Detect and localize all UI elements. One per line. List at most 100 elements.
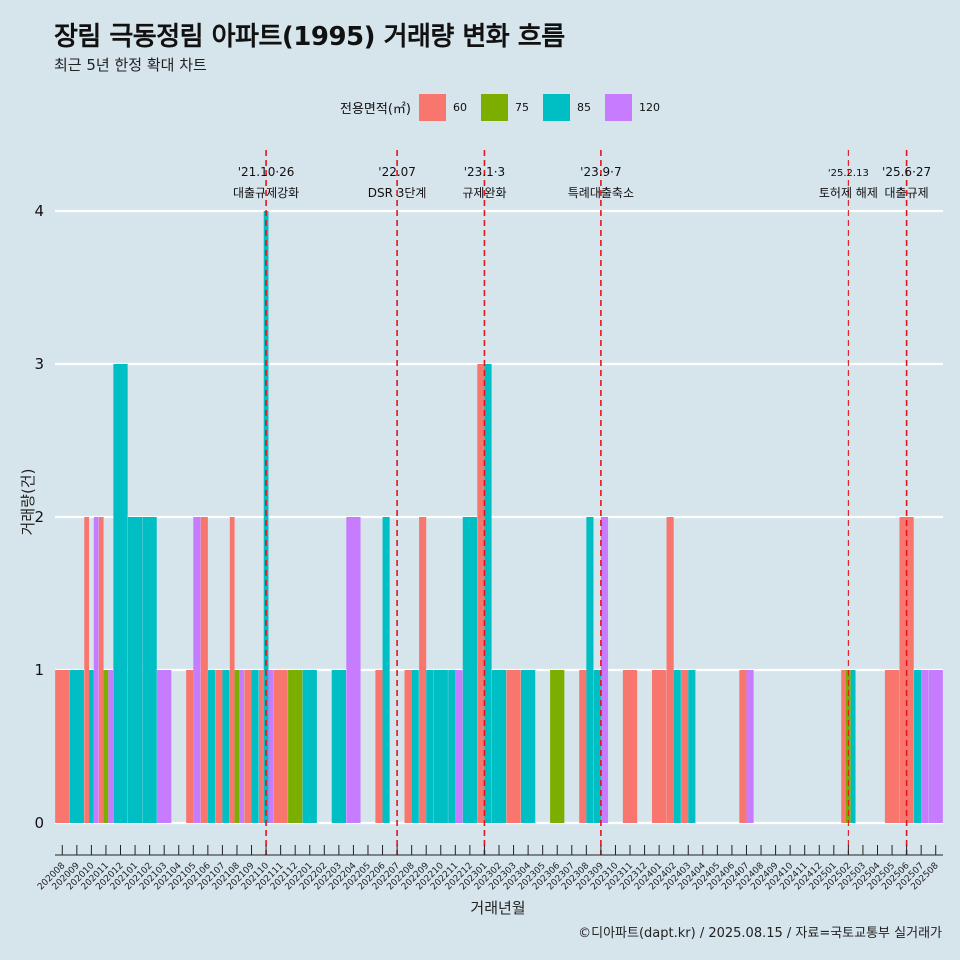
bar-202011-120: [108, 670, 114, 823]
legend-item-75: 75: [480, 93, 539, 121]
bar-202011-60: [98, 517, 104, 823]
bar-202106-60: [200, 517, 208, 823]
bar-202208-85: [411, 670, 419, 823]
bar-202507-120: [921, 670, 929, 823]
bar-202105-60: [186, 670, 194, 823]
bar-202311-60: [622, 670, 638, 823]
bars: [55, 211, 943, 823]
legend-swatch-120: [604, 93, 632, 121]
bar-202108-60: [229, 517, 235, 823]
bar-202109-60: [244, 670, 252, 823]
bar-202110-120: [268, 670, 274, 823]
bar-202008-60: [55, 670, 70, 823]
legend-label-60: 60: [452, 100, 467, 114]
bar-202101-85: [127, 517, 143, 823]
annotation-label-202207: DSR 3단계: [368, 186, 427, 200]
bar-202309-120: [600, 517, 609, 823]
bar-202012-85: [113, 364, 128, 823]
bar-202201-85: [302, 670, 317, 823]
bar-202303-60: [506, 670, 521, 823]
bar-202010-120: [93, 517, 99, 823]
bar-202203-85: [331, 670, 347, 823]
bar-202402-60: [666, 517, 674, 823]
y-tick-label: 1: [34, 661, 44, 679]
legend-item-85: 85: [542, 93, 601, 121]
bar-202206-60: [375, 670, 383, 823]
bar-202010-85: [89, 670, 94, 823]
bar-202010-60: [84, 517, 90, 823]
bar-202502-85: [850, 670, 856, 823]
annotation-label-202309: 특례대출축소: [568, 186, 634, 200]
bar-202103-120: [157, 670, 172, 823]
bar-202211-85: [448, 670, 456, 823]
annotation-date-202301: '23.1·3: [464, 165, 505, 179]
legend-label-85: 85: [576, 100, 591, 114]
legend-title: 전용면적(㎡): [340, 101, 411, 117]
legend-label-120: 120: [638, 100, 660, 114]
bar-202206-85: [382, 517, 390, 823]
bar-202209-85: [426, 670, 434, 823]
bar-202403-85: [688, 670, 696, 823]
legend: 전용면적(㎡) 60 75 85 120: [340, 93, 668, 121]
annotation-label-202506: 대출규제: [885, 186, 929, 200]
legend-swatch-75: [480, 93, 508, 121]
annotation-label-202301: 규제완화: [462, 186, 506, 200]
bar-202011-75: [103, 670, 109, 823]
x-axis-title: 거래년월: [470, 899, 525, 917]
annotation-date-202207: '22.07: [378, 165, 416, 179]
bar-202502-60: [841, 670, 846, 823]
chart-title: 장림 극동정림 아파트(1995) 거래량 변화 흐름: [54, 22, 565, 52]
bar-202401-60: [651, 670, 667, 823]
bar-202108-120: [239, 670, 245, 823]
bar-202112-75: [288, 670, 303, 823]
bar-202111-60: [273, 670, 288, 823]
bar-202505-60: [884, 670, 900, 823]
bar-202102-85: [142, 517, 157, 823]
bar-202107-85: [222, 670, 230, 823]
x-axis: 2020082020092020102020112020122021012021…: [36, 845, 943, 892]
y-axis-ticks: 0 1 2 3 4: [34, 202, 44, 832]
bar-202308-60: [579, 670, 587, 823]
bar-202209-60: [419, 517, 427, 823]
annotation-date-202309: '23.9·7: [580, 165, 621, 179]
legend-item-60: 60: [418, 93, 477, 121]
bar-202301-60: [477, 364, 485, 823]
annotations: '21.10·26 대출규제강화 '22.07 DSR 3단계 '23.1·3 규제완화 '…: [233, 165, 931, 200]
bar-202105-120: [193, 517, 201, 823]
footer-credit: ©디아파트(dapt.kr) / 2025.08.15 / 자료=국토교통부 실…: [578, 926, 942, 941]
legend-label-75: 75: [514, 100, 529, 114]
annotation-label-202110: 대출규제강화: [233, 186, 299, 200]
bar-202009-85: [69, 670, 84, 823]
bar-202204-120: [346, 517, 361, 823]
bar-202212-85: [462, 517, 478, 823]
bar-202308-85: [586, 517, 594, 823]
bar-202110-60: [258, 670, 264, 823]
y-tick-label: 4: [34, 202, 44, 220]
y-axis-title: 거래량(건): [19, 469, 37, 536]
bar-202108-75: [234, 670, 240, 823]
bar-202306-75: [550, 670, 565, 823]
y-tick-label: 2: [34, 508, 44, 526]
bar-202403-60: [681, 670, 689, 823]
y-tick-label: 0: [34, 814, 44, 832]
annotation-label-202502: 토허제 해제: [819, 186, 878, 200]
bar-202208-60: [404, 670, 412, 823]
bar-202301-85: [484, 364, 492, 823]
annotation-date-202502: '25.2.13: [828, 168, 869, 179]
annotation-lines: [265, 150, 908, 855]
bar-202507-85: [914, 670, 922, 823]
bar-202508-120: [928, 670, 943, 823]
y-tick-label: 3: [34, 355, 44, 373]
bar-202407-60: [739, 670, 747, 823]
bar-202210-85: [433, 670, 448, 823]
bar-202302-85: [491, 670, 507, 823]
chart-subtitle: 최근 5년 한정 확대 차트: [54, 56, 207, 74]
legend-swatch-60: [418, 93, 446, 121]
bar-202106-85: [207, 670, 215, 823]
bar-202407-120: [746, 670, 754, 823]
legend-swatch-85: [542, 93, 570, 121]
bar-202304-85: [520, 670, 536, 823]
bar-202109-85: [251, 670, 259, 823]
annotation-date-202110: '21.10·26: [238, 165, 295, 179]
